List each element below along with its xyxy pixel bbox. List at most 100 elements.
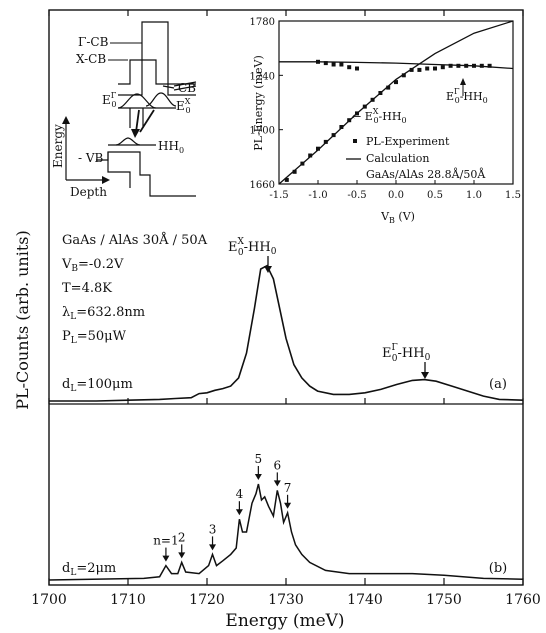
inset-data-point xyxy=(464,63,469,68)
inset-data-point xyxy=(323,139,328,144)
inset-y-tick-label: 1740 xyxy=(250,71,275,82)
svg-text:EΓ0: EΓ 0 xyxy=(102,91,117,109)
inset-legend: PL-Experiment Calculation GaAs/AlAs 28.8… xyxy=(346,135,486,181)
inset-data-point xyxy=(300,161,305,166)
peak-arrow-head xyxy=(235,509,243,516)
main-y-axis-label: PL-Counts (arb. units) xyxy=(13,230,32,409)
condition-line-4: λL=632.8nm xyxy=(62,305,145,322)
inset-data-point xyxy=(448,63,453,68)
svg-text:EX0-HH0: EX 0-HH0 xyxy=(228,237,277,258)
inset-y-tick-label: 1660 xyxy=(250,180,275,191)
peak-arrow-head xyxy=(254,474,262,480)
svg-text:- VB: - VB xyxy=(78,151,104,165)
inset-data-point xyxy=(355,111,359,116)
peak-label-gamma: EΓ 0-HH0 xyxy=(382,343,431,379)
peak-arrow-head xyxy=(209,544,217,551)
inset-data-point xyxy=(362,104,367,109)
inset-data-point xyxy=(331,133,336,138)
peak-label: 7 xyxy=(284,481,292,495)
peak-arrow-head xyxy=(162,555,170,562)
peak-arrow-head xyxy=(178,552,186,559)
inset-y-tick-label: 1700 xyxy=(250,126,275,137)
inset-data-point xyxy=(386,85,391,90)
inset-data-point xyxy=(394,80,398,85)
x-cb-level xyxy=(118,59,196,85)
peak-label: 5 xyxy=(255,452,263,466)
peak-label: 6 xyxy=(273,458,281,472)
legend-experiment: PL-Experiment xyxy=(366,135,450,148)
peak-label: 2 xyxy=(178,530,186,544)
condition-line-1: GaAs / AlAs 30Å / 50A xyxy=(62,232,208,248)
main-x-axis: 1700 1710 1720 1730 1740 1750 1760 xyxy=(31,10,541,608)
inset-data-point xyxy=(339,62,344,67)
peak-arrow-head xyxy=(284,502,292,509)
inset-x-tick-label: -1.0 xyxy=(308,190,327,201)
inset-data-point xyxy=(316,59,320,64)
inset-annotation-gamma: EΓ 0-HH0 xyxy=(446,87,488,105)
panel-label-a: (a) xyxy=(489,377,507,392)
spectrum-b-line xyxy=(48,483,524,581)
inset-data-point xyxy=(409,67,414,72)
inset-data-point xyxy=(440,65,445,70)
svg-text:CB: CB xyxy=(178,81,196,95)
inset-data-point xyxy=(331,62,336,67)
inset-annotation-x: ← EX 0-HH0 xyxy=(352,107,407,125)
thickness-label-b: dL=2μm xyxy=(62,561,116,578)
legend-marker-square xyxy=(353,139,357,143)
peak-label: 3 xyxy=(209,522,217,536)
svg-text:EX0: EX 0 xyxy=(176,97,191,115)
svg-text:HH0: HH0 xyxy=(158,139,184,155)
inset-data-point xyxy=(456,63,461,68)
spectrum-a-line xyxy=(49,264,524,402)
thickness-label-a: dL=100μm xyxy=(62,377,133,394)
svg-text:Energy: Energy xyxy=(51,124,65,168)
inset-y-axis-label: PL-Energy (meV) xyxy=(252,55,265,151)
inset-data-point xyxy=(370,97,375,102)
inset-x-tick-label: -0.5 xyxy=(347,190,366,201)
main-x-axis-label: Energy (meV) xyxy=(225,611,344,631)
peak-label: n=1 xyxy=(153,534,178,548)
peak-arrow-head xyxy=(273,480,281,487)
inset-data-point xyxy=(308,153,313,158)
inset-data-point xyxy=(292,169,297,174)
inset-x-axis-label: VB (V) xyxy=(380,210,415,225)
inset-data-point xyxy=(347,118,352,123)
inset-x-tick-label: 1.5 xyxy=(505,190,521,201)
gamma-cb-barrier xyxy=(118,21,196,96)
inset-data-point xyxy=(323,61,328,66)
wavefunction-gamma xyxy=(117,93,157,109)
inset-data-point xyxy=(487,63,492,68)
inset-data-point xyxy=(417,67,422,72)
condition-line-5: PL=50μW xyxy=(62,329,127,346)
inset-data-point xyxy=(401,73,406,78)
x-tick-label: 1740 xyxy=(347,592,383,608)
inset-x-tick-label: 0.0 xyxy=(388,190,404,201)
inset-x-tick-label: 0.5 xyxy=(427,190,443,201)
x-tick-label: 1700 xyxy=(31,592,67,608)
inset-chart: -1.5 -1.0 -0.5 0.0 0.5 1.0 1.5 1660 1700 1740 1780… xyxy=(250,17,521,225)
inset-data-point xyxy=(284,177,289,182)
x-tick-label: 1760 xyxy=(505,592,541,608)
band-diagram-inset xyxy=(62,21,197,197)
inset-data-point xyxy=(433,66,437,71)
inset-data-point xyxy=(479,63,484,68)
legend-calculation: Calculation xyxy=(366,152,429,165)
inset-data-point xyxy=(425,66,430,71)
inset-x-tick-label: 1.0 xyxy=(466,190,482,201)
peak-label: 4 xyxy=(236,487,244,501)
panel-a: GaAs / AlAs 30Å / 50A VB=-0.2V T=4.8K λL… xyxy=(49,232,524,402)
condition-line-2: VB=-0.2V xyxy=(61,257,124,274)
x-tick-label: 1730 xyxy=(268,592,304,608)
panel-label-b: (b) xyxy=(489,561,507,576)
inset-data-point xyxy=(378,91,383,95)
x-tick-label: 1750 xyxy=(426,592,462,608)
svg-text:Γ-CB: Γ-CB xyxy=(78,35,109,49)
inset-data-point xyxy=(339,125,344,129)
x-tick-label: 1710 xyxy=(110,592,146,608)
condition-line-3: T=4.8K xyxy=(62,281,112,296)
wavefunction-x xyxy=(145,92,177,107)
svg-text:Depth: Depth xyxy=(70,185,107,199)
svg-text:EΓ0-HH0: EΓ 0-HH0 xyxy=(382,343,431,364)
peak-markers-b: n=1 2 3 4 5 67 xyxy=(153,452,291,562)
